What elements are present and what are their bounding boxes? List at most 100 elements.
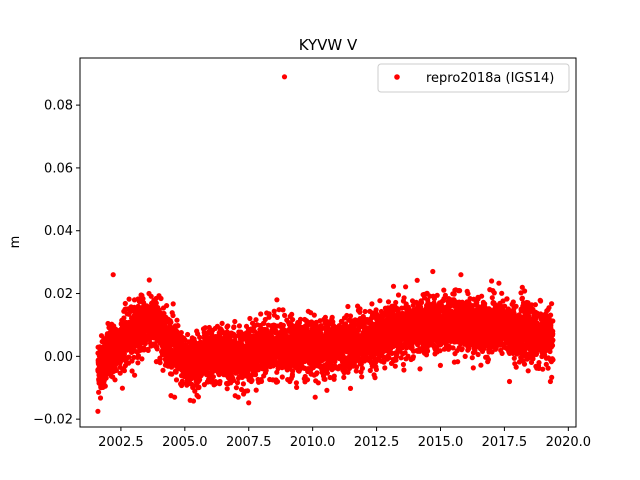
data-point bbox=[258, 378, 265, 384]
data-point bbox=[96, 389, 102, 395]
data-point bbox=[117, 370, 123, 376]
data-point bbox=[174, 317, 180, 323]
data-point bbox=[395, 292, 402, 298]
data-point bbox=[359, 365, 365, 371]
data-point bbox=[401, 367, 407, 373]
data-point bbox=[232, 318, 238, 325]
data-point bbox=[347, 313, 354, 319]
data-point bbox=[160, 367, 166, 373]
data-point bbox=[279, 374, 285, 380]
data-point bbox=[126, 354, 132, 360]
data-point bbox=[373, 366, 379, 373]
data-point bbox=[233, 385, 239, 391]
data-point bbox=[372, 375, 378, 381]
data-point bbox=[140, 296, 146, 302]
data-point bbox=[197, 334, 203, 340]
data-point bbox=[410, 354, 416, 360]
data-point bbox=[362, 308, 368, 315]
data-point bbox=[314, 370, 320, 376]
data-point bbox=[97, 395, 104, 401]
data-point bbox=[293, 380, 299, 386]
data-point bbox=[347, 385, 354, 391]
data-point bbox=[157, 360, 163, 366]
data-point bbox=[304, 377, 311, 383]
data-point bbox=[231, 324, 237, 330]
data-point bbox=[121, 351, 127, 357]
data-point bbox=[263, 367, 269, 373]
data-point bbox=[247, 315, 253, 322]
data-point bbox=[253, 387, 259, 393]
data-point bbox=[390, 283, 397, 289]
data-point bbox=[290, 317, 296, 323]
data-point bbox=[425, 348, 431, 354]
data-point bbox=[135, 353, 141, 359]
data-point bbox=[324, 370, 330, 376]
data-point bbox=[153, 300, 159, 306]
data-point bbox=[266, 311, 272, 317]
data-point bbox=[170, 312, 176, 319]
data-point bbox=[185, 331, 191, 338]
data-point bbox=[139, 356, 145, 362]
data-point bbox=[217, 378, 223, 385]
data-point bbox=[274, 379, 281, 385]
data-point bbox=[357, 306, 363, 312]
data-point bbox=[434, 292, 440, 298]
data-point bbox=[219, 320, 225, 326]
data-point bbox=[190, 398, 197, 404]
data-point bbox=[331, 373, 337, 379]
data-point bbox=[280, 322, 286, 328]
data-point bbox=[129, 368, 135, 374]
data-point bbox=[132, 372, 138, 378]
data-point bbox=[253, 317, 259, 323]
data-point bbox=[175, 323, 181, 329]
data-point bbox=[369, 301, 375, 307]
data-point bbox=[179, 380, 186, 386]
data-point bbox=[315, 380, 321, 386]
data-point bbox=[119, 385, 125, 391]
data-point bbox=[249, 377, 255, 383]
data-point bbox=[393, 299, 399, 306]
data-point bbox=[173, 377, 180, 383]
data-point bbox=[258, 311, 264, 317]
data-point bbox=[122, 300, 128, 307]
data-point bbox=[401, 295, 407, 301]
data-point bbox=[359, 374, 365, 380]
data-point bbox=[385, 299, 392, 305]
data-point bbox=[192, 388, 198, 394]
data-point bbox=[414, 277, 420, 283]
data-point bbox=[294, 384, 300, 390]
data-point bbox=[274, 314, 280, 320]
data-point bbox=[157, 356, 163, 362]
data-point bbox=[168, 319, 174, 325]
data-point bbox=[164, 303, 170, 309]
data-point bbox=[154, 346, 160, 352]
data-point bbox=[280, 307, 286, 313]
data-point bbox=[145, 347, 151, 353]
data-point bbox=[437, 362, 443, 368]
data-point bbox=[169, 371, 175, 377]
data-point bbox=[382, 365, 388, 371]
data-point bbox=[103, 375, 109, 381]
data-point bbox=[252, 372, 259, 378]
data-point bbox=[236, 323, 242, 329]
data-point bbox=[441, 287, 447, 293]
data-point bbox=[224, 386, 230, 392]
data-points bbox=[95, 74, 556, 414]
data-point bbox=[158, 295, 164, 302]
data-point bbox=[126, 296, 132, 302]
data-point bbox=[141, 345, 147, 351]
data-point bbox=[170, 301, 176, 307]
data-point bbox=[400, 361, 406, 368]
data-point bbox=[225, 323, 231, 329]
data-point bbox=[289, 311, 295, 317]
data-point bbox=[246, 400, 252, 406]
data-point bbox=[311, 312, 317, 318]
data-point bbox=[345, 303, 351, 310]
data-point bbox=[146, 277, 152, 283]
data-point bbox=[324, 387, 330, 393]
data-point bbox=[210, 374, 216, 380]
data-point bbox=[178, 330, 184, 336]
data-point bbox=[196, 384, 202, 391]
